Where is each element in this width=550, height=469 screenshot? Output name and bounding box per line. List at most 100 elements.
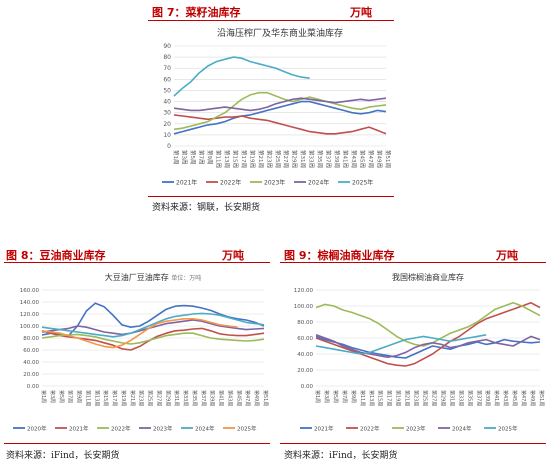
chart-panel-9: 我国棕榈油商业库存 0.00 20.00 40.00 60.00 80.00 100.00 1… — [284, 268, 546, 438]
x-tick-label: 第35周 — [316, 150, 324, 168]
series-line — [315, 302, 541, 367]
legend-label: 2024年 — [308, 179, 329, 187]
x-tick-label: 第27周 — [155, 390, 162, 406]
x-tick-label: 第23周 — [413, 390, 420, 406]
palm-oil-chart: 我国棕榈油商业库存 0.00 20.00 40.00 60.00 80.00 100.00 1… — [294, 272, 545, 433]
series-line — [41, 312, 265, 338]
figure-8-rule — [4, 262, 270, 263]
x-tick-label: 第31周 — [299, 150, 307, 168]
x-tick-label: 第43周 — [350, 150, 358, 168]
figure-7-bottom-rule — [148, 196, 394, 197]
x-tick-label: 第45周 — [359, 150, 367, 168]
figure-9-rule — [280, 262, 546, 263]
legend-label: 2020年 — [27, 425, 47, 433]
x-tick-label: 第45周 — [511, 390, 518, 406]
rapeseed-oil-chart: 沿海压榨厂及华东商业菜油库存0102030405060708090第1周 第3周第… — [162, 27, 392, 187]
x-tick-label: 第27周 — [282, 150, 290, 168]
y-tick-label: 40.00 — [23, 360, 39, 366]
y-tick-label: 20 — [163, 121, 171, 128]
x-tick-label: 第37周 — [325, 150, 333, 168]
legend-label: 2022年 — [111, 425, 131, 433]
x-tick-label: 第33周 — [182, 390, 189, 406]
y-tick-label: 120.00 — [294, 288, 314, 294]
y-tick-label: 100.00 — [294, 304, 314, 310]
y-tick-label: 0 — [167, 143, 171, 150]
x-tick-label: 第15周 — [377, 390, 384, 406]
y-tick-label: 140.00 — [20, 300, 40, 306]
x-tick-label: 第37周 — [200, 390, 207, 406]
x-tick-label: 第37周 — [475, 390, 482, 406]
x-tick-label: 第33周 — [308, 150, 316, 168]
series-line — [41, 332, 265, 345]
y-tick-label: 80.00 — [23, 336, 39, 342]
legend-label: 2025年 — [237, 425, 257, 433]
chart-subtitle: 单位：万吨 — [171, 274, 201, 282]
x-tick-label: 第3周 — [180, 150, 188, 165]
series-line — [41, 302, 265, 337]
series-line — [173, 97, 387, 112]
figure-9-unit: 万吨 — [496, 249, 518, 262]
series-line — [41, 318, 238, 349]
y-tick-label: 10 — [163, 132, 171, 139]
x-tick-label: 第5周 — [58, 390, 65, 403]
series-line — [173, 91, 387, 131]
legend-label: 2023年 — [153, 425, 173, 433]
y-tick-label: 20.00 — [23, 372, 39, 378]
figure-9-title: 图 9：棕榈油商业库存 — [284, 249, 395, 262]
x-tick-label: 第17周 — [386, 390, 393, 406]
x-tick-label: 第51周 — [538, 390, 545, 406]
x-tick-label: 第11周 — [84, 390, 91, 406]
x-tick-label: 第21周 — [404, 390, 411, 406]
y-tick-label: 20.00 — [297, 368, 313, 374]
x-tick-label: 第19周 — [248, 150, 256, 168]
x-tick-label: 第33周 — [457, 390, 464, 406]
x-tick-label: 第45周 — [235, 390, 242, 406]
x-tick-label: 第1周 — [314, 390, 321, 403]
x-tick-label: 第5周 — [332, 390, 339, 403]
series-line — [315, 334, 541, 358]
legend-label: 2021年 — [176, 179, 197, 187]
series-line — [41, 319, 265, 336]
series-line — [173, 114, 387, 135]
figure-8-source: 资料来源：iFind，长安期货 — [6, 451, 120, 461]
x-tick-label: 第7周 — [67, 390, 74, 403]
y-tick-label: 70 — [163, 65, 171, 72]
x-tick-label: 第51周 — [384, 150, 392, 168]
y-tick-label: 60 — [163, 76, 171, 83]
x-tick-label: 第13周 — [368, 390, 375, 406]
y-tick-label: 80 — [163, 54, 171, 61]
x-tick-label: 第47周 — [520, 390, 527, 406]
y-tick-label: 40.00 — [297, 352, 313, 358]
x-tick-label: 第19周 — [395, 390, 402, 406]
x-tick-label: 第23周 — [138, 390, 145, 406]
x-tick-label: 第29周 — [164, 390, 171, 406]
x-tick-label: 第39周 — [484, 390, 491, 406]
chart-title: 我国棕榈油商业库存 — [392, 272, 464, 282]
legend-label: 2021年 — [69, 425, 89, 433]
x-tick-label: 第49周 — [376, 150, 384, 168]
x-tick-label: 第17周 — [240, 150, 248, 168]
x-tick-label: 第9周 — [350, 390, 357, 403]
y-tick-label: 60.00 — [297, 336, 313, 342]
x-tick-label: 第49周 — [253, 390, 260, 406]
x-tick-label: 第3周 — [49, 390, 56, 403]
x-tick-label: 第25周 — [422, 390, 429, 406]
x-tick-label: 第15周 — [102, 390, 109, 406]
figure-7-title: 图 7：菜籽油库存 — [152, 6, 241, 19]
x-tick-label: 第49周 — [529, 390, 536, 406]
x-tick-label: 第21周 — [129, 390, 136, 406]
y-tick-label: 50 — [163, 87, 171, 94]
x-tick-label: 第13周 — [223, 150, 231, 168]
legend-label: 2022年 — [360, 425, 380, 433]
x-tick-label: 第43周 — [502, 390, 509, 406]
x-tick-label: 第11周 — [214, 150, 222, 168]
x-tick-label: 第41周 — [493, 390, 500, 406]
x-tick-label: 第9周 — [76, 390, 83, 403]
x-tick-label: 第39周 — [209, 390, 216, 406]
y-tick-label: 100.00 — [20, 324, 40, 330]
x-tick-label: 第47周 — [367, 150, 375, 168]
legend-label: 2024年 — [195, 425, 215, 433]
figure-7-source: 资料来源：钢联，长安期货 — [152, 203, 261, 213]
x-tick-label: 第5周 — [189, 150, 197, 165]
figure-9-bottom-rule — [280, 443, 546, 444]
